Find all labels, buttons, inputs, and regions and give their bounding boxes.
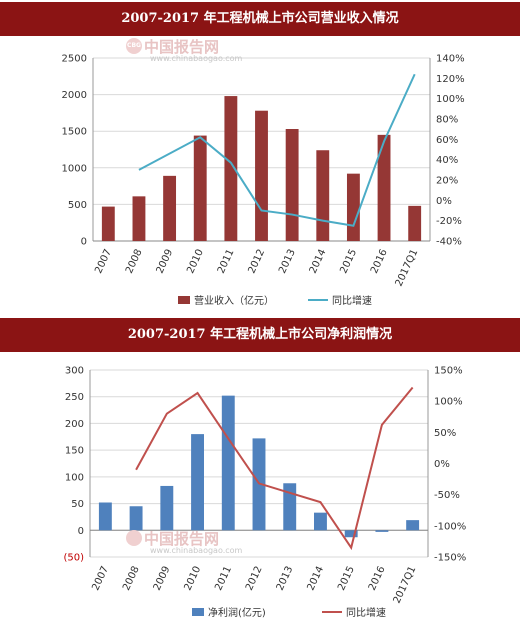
c2-legend-line-label: 同比增速: [346, 606, 386, 619]
c2-y2-tick-label: 50%: [434, 428, 456, 439]
chart1-title: 2007-2017 年工程机械上市公司营业收入情况: [121, 11, 399, 26]
chart2-panel: (50) 0 50 100 150 200 250 300 -150% -100% -50% 0% 50…: [0, 352, 520, 630]
c1-y-tick-label: 1000: [62, 163, 87, 174]
c1-x-tick-label: 2015: [338, 248, 359, 276]
c2-y-tick-label: 150: [65, 446, 84, 457]
c2-legend-bar-label: 净利润(亿元): [208, 606, 266, 619]
c1-bar: [255, 110, 268, 241]
net-profit-chart: (50) 0 50 100 150 200 250 300 -150% -100% -50% 0% 50…: [63, 366, 466, 620]
chart2-title-banner: 2007-2017 年工程机械上市公司净利润情况: [0, 318, 520, 352]
c1-x-tick-label: 2017Q1: [394, 248, 421, 289]
c1-y2-tick-label: 60%: [436, 135, 458, 146]
c2-y2-tick-label: 150%: [434, 366, 463, 377]
c2-x-tick-label: 2012: [244, 565, 265, 593]
revenue-chart: 0 500 1000 1500 2000 2500 -40% -20% 0% 20% 40% 60% 8…: [62, 54, 465, 308]
c1-y2-tick-label: -40%: [436, 237, 462, 248]
c1-bar: [101, 206, 115, 241]
c2-x-tick-label: 2007: [90, 565, 111, 593]
c2-x-tick-label: 2013: [275, 565, 296, 593]
c1-x-tick-label: 2014: [308, 248, 329, 276]
c2-bar: [160, 485, 174, 531]
c2-x-tick-label: 2017Q1: [392, 565, 419, 606]
c2-x-tick-label: 2010: [183, 565, 204, 593]
c2-y-tick-label: 100: [65, 472, 84, 483]
c1-x-tick-label: 2013: [277, 248, 298, 276]
c2-x-tick-label: 2009: [152, 565, 173, 593]
c2-bar: [129, 506, 143, 531]
c1-bar: [408, 205, 422, 241]
c1-bar: [285, 129, 299, 241]
c2-y2-tick-label: 100%: [434, 397, 463, 408]
c2-bar: [344, 530, 358, 538]
c2-x-tick-label: 2011: [213, 565, 234, 593]
watermark-url: www.chinabaogao.com: [150, 546, 243, 555]
c2-x-tick-label: 2016: [367, 565, 388, 593]
c1-y-tick-label: 1500: [62, 127, 87, 138]
c2-y-tick-label: 250: [65, 392, 84, 403]
c1-bar: [316, 150, 330, 241]
c1-bar: [224, 96, 238, 241]
c2-y2-tick-label: -150%: [434, 553, 466, 564]
c1-x-tick-label: 2011: [216, 248, 237, 276]
c1-x-tick-label: 2007: [93, 248, 114, 276]
c1-legend-bar-label: 营业收入（亿元）: [194, 294, 274, 307]
c1-x-tick-label: 2009: [155, 248, 176, 276]
c1-y2-tick-label: 80%: [436, 115, 458, 126]
watermark-logo-icon: [126, 530, 142, 546]
c1-x-tick-label: 2016: [369, 248, 390, 276]
c2-bar: [191, 434, 204, 531]
watermark-text: 中国报告网: [144, 38, 220, 56]
c1-y-tick-label: 0: [81, 237, 87, 248]
c1-bar: [193, 135, 207, 241]
c1-y2-tick-label: 120%: [436, 74, 465, 85]
c1-x-tick-label: 2010: [185, 248, 206, 276]
c2-y-tick-label: 0: [78, 526, 84, 537]
chart1-panel: 0 500 1000 1500 2000 2500 -40% -20% 0% 20% 40% 60% 8…: [0, 36, 520, 318]
c1-x-tick-label: 2008: [124, 248, 145, 276]
c2-legend-bar-swatch: [192, 608, 204, 616]
c2-x-tick-label: 2015: [336, 565, 357, 593]
c2-y-tick-label: 200: [65, 419, 84, 430]
c1-y2-tick-label: 20%: [436, 176, 458, 187]
c2-y2-tick-label: 0%: [434, 459, 450, 470]
c1-y2-tick-label: 140%: [436, 54, 465, 65]
c2-x-tick-label: 2008: [121, 565, 142, 593]
c2-y2-tick-label: -50%: [434, 490, 460, 501]
chart1-title-banner: 2007-2017 年工程机械上市公司营业收入情况: [0, 2, 520, 36]
c1-growth-line: [138, 73, 416, 227]
c2-bar: [375, 530, 389, 532]
c2-x-tick-label: 2014: [305, 565, 326, 593]
c1-bar: [163, 175, 177, 241]
c1-y2-tick-label: 0%: [436, 196, 452, 207]
watermark-text: 中国报告网: [144, 530, 220, 548]
c2-growth-line: [135, 386, 414, 551]
watermark-logo-icon: CBG: [126, 38, 142, 54]
c2-bar: [98, 502, 112, 531]
c1-y2-tick-label: 100%: [436, 94, 465, 105]
c1-y2-tick-label: 40%: [436, 155, 458, 166]
c1-bar: [346, 173, 360, 241]
c1-bar: [132, 196, 146, 241]
c2-y-tick-label: 300: [65, 366, 84, 377]
c2-y-tick-label: (50): [63, 553, 84, 564]
watermark-url: www.chinabaogao.com: [150, 54, 243, 63]
c1-y-tick-label: 2000: [62, 90, 87, 101]
c2-y2-tick-label: -100%: [434, 521, 466, 532]
chart2-title: 2007-2017 年工程机械上市公司净利润情况: [127, 327, 393, 342]
c1-x-tick-label: 2012: [246, 248, 267, 276]
c2-bar: [406, 520, 420, 531]
c2-bar: [221, 395, 235, 531]
c1-y-tick-label: 500: [68, 200, 87, 211]
c1-y2-tick-label: -20%: [436, 216, 462, 227]
c2-bar: [283, 483, 297, 531]
c1-bar: [377, 134, 391, 241]
c2-y-tick-label: 50: [71, 499, 84, 510]
c1-legend-bar-swatch: [178, 296, 190, 304]
c1-legend-line-label: 同比增速: [332, 294, 372, 307]
c1-y-tick-label: 2500: [62, 54, 87, 65]
c2-bar: [314, 512, 327, 531]
